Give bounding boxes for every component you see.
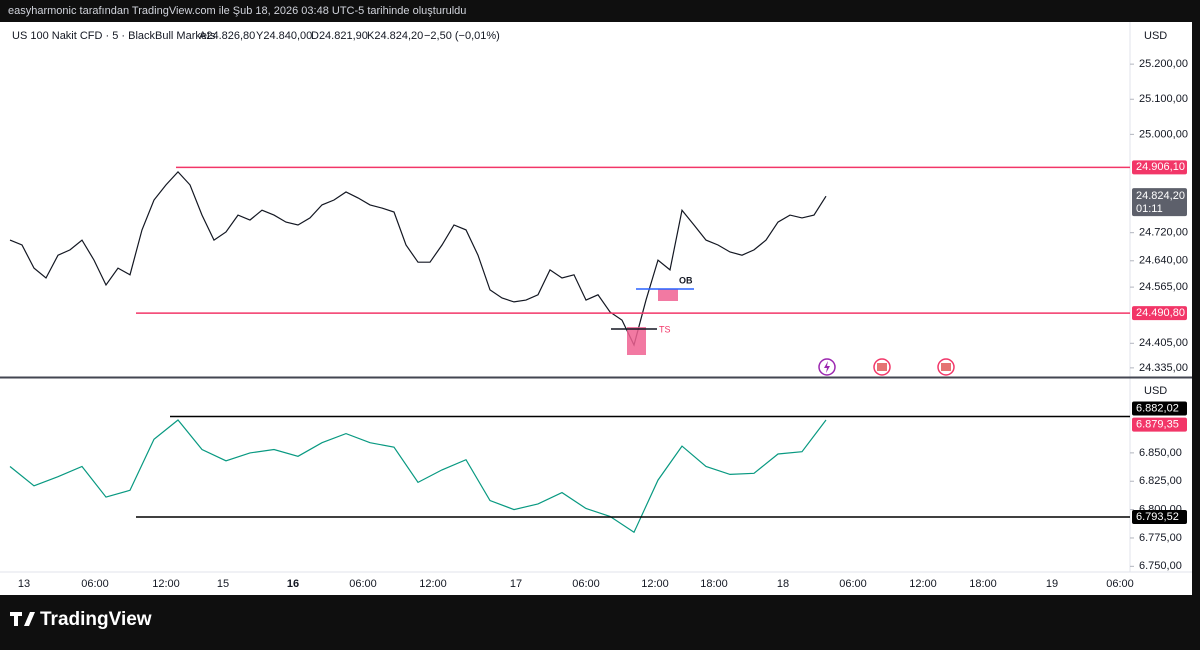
time-label: 18:00 [700, 578, 728, 590]
time-label: 16 [287, 578, 299, 590]
annotation-ob: OB [679, 275, 693, 285]
time-label: 17 [510, 578, 522, 590]
y-tick-label: 24.720,00 [1139, 227, 1188, 239]
time-label: 18 [777, 578, 789, 590]
time-label: 13 [18, 578, 30, 590]
level-tag-label: 6.882,02 [1136, 402, 1179, 414]
last-price-label: 24.824,20 [1136, 190, 1185, 202]
open: A24.826,80 [199, 30, 255, 42]
y-tick-label: 6.850,00 [1139, 447, 1182, 459]
time-label: 06:00 [349, 578, 377, 590]
annotation-ts: TS [659, 324, 671, 334]
y-tick-label: 6.775,00 [1139, 532, 1182, 544]
y-tick-label: 24.335,00 [1139, 362, 1188, 374]
chart-panel [0, 22, 1192, 595]
change: −2,50 (−0,01%) [424, 30, 500, 42]
time-label: 19 [1046, 578, 1058, 590]
last-price-label: 6.879,35 [1136, 418, 1179, 430]
time-label: 12:00 [152, 578, 180, 590]
y-tick-label: 24.565,00 [1139, 281, 1188, 293]
price-line [9, 419, 827, 534]
level-tag-label: 24.490,80 [1136, 307, 1185, 319]
level-tag [1132, 306, 1187, 321]
time-label: 18:00 [969, 578, 997, 590]
level-tag-label: 6.793,52 [1136, 511, 1179, 523]
currency: USD [1144, 30, 1167, 42]
y-tick-label: 24.640,00 [1139, 255, 1188, 267]
currency: USD [1144, 385, 1167, 397]
logo: TradingView [10, 609, 152, 630]
level-tag [1132, 509, 1187, 524]
logo-text: TradingView [40, 609, 152, 630]
high: Y24.840,00 [256, 30, 312, 42]
level-tag [1132, 401, 1187, 416]
price-line [9, 171, 827, 347]
low: D24.821,90 [311, 30, 368, 42]
flag-icon [941, 363, 951, 371]
last-price-tag [1132, 188, 1187, 217]
ts-box [627, 327, 646, 355]
time-label: 12:00 [641, 578, 669, 590]
close: K24.824,20 [367, 30, 423, 42]
y-tick-label: 6.825,00 [1139, 475, 1182, 487]
time-label: 06:00 [839, 578, 867, 590]
level-tag [1132, 160, 1187, 175]
symbol: US 100 Nakit CFD · 5 · BlackBull Markets [12, 30, 216, 42]
y-tick-label: 25.200,00 [1139, 58, 1188, 70]
y-tick-label: 6.800,00 [1139, 504, 1182, 516]
event-icon-bolt [824, 361, 830, 373]
level-tag-label: 24.906,10 [1136, 161, 1185, 173]
time-label: 12:00 [909, 578, 937, 590]
countdown: 01:11 [1136, 203, 1163, 215]
time-label: 15 [217, 578, 229, 590]
header-text: easyharmonic tarafından TradingView.com … [8, 5, 466, 17]
y-tick-label: 6.750,00 [1139, 560, 1182, 572]
time-label: 06:00 [572, 578, 600, 590]
y-tick-label: 24.405,00 [1139, 337, 1188, 349]
y-tick-label: 25.100,00 [1139, 93, 1188, 105]
logo-mark [10, 612, 35, 626]
y-tick-label: 25.000,00 [1139, 128, 1188, 140]
last-price-tag [1132, 417, 1187, 432]
ob-box [658, 289, 678, 301]
flag-icon [877, 363, 887, 371]
legend: US 100 Nakit CFD · 5 · BlackBull Markets… [12, 30, 500, 42]
time-label: 06:00 [81, 578, 109, 590]
time-label: 06:00 [1106, 578, 1134, 590]
time-label: 12:00 [419, 578, 447, 590]
